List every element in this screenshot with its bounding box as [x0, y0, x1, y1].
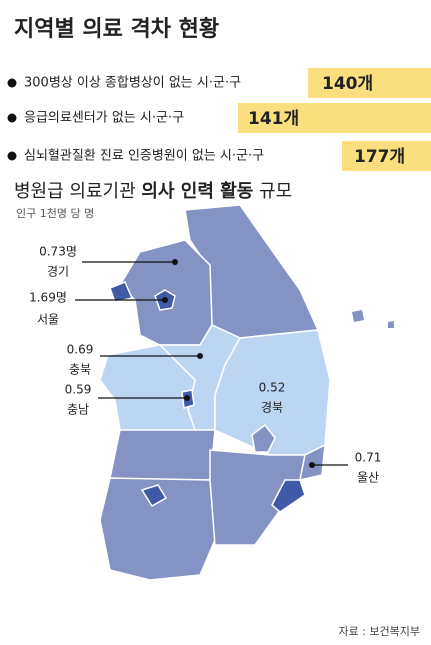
highlight — [238, 103, 431, 133]
pointer-dot — [172, 259, 178, 265]
highlight — [342, 141, 431, 171]
bullet-text: 300병상 이상 종합병상이 없는 시·군·구 — [24, 76, 241, 91]
region-name: 경북 — [261, 401, 283, 415]
region-name: 경기 — [47, 265, 69, 279]
region-value: 0.73명 — [39, 245, 77, 259]
map-title-part: 병원급 의료기관 — [14, 181, 141, 202]
unit-note: 인구 1천명 당 명 — [16, 206, 94, 220]
bullet-text: 응급의료센터가 없는 시·군·구 — [24, 111, 184, 126]
bullet-dot — [7, 78, 17, 88]
map-title-part: 규모 — [253, 181, 292, 202]
island — [388, 321, 394, 328]
bullet-count: 140개 — [322, 74, 373, 94]
region-value: 1.69명 — [29, 291, 67, 305]
region-busan — [271, 479, 306, 513]
pointer-dot — [309, 462, 315, 468]
map-title-bold: 의사 인력 활동 — [141, 181, 253, 202]
region-name: 충북 — [69, 363, 91, 377]
bullet-count: 141개 — [248, 109, 299, 129]
region-value: 0.52 — [259, 381, 286, 395]
pointer-dot — [184, 395, 190, 401]
map — [99, 204, 394, 581]
region-value: 0.59 — [65, 383, 92, 397]
region-daegu — [251, 423, 276, 453]
region-value: 0.71 — [355, 451, 382, 465]
title: 지역별 의료 격차 현황 — [14, 17, 219, 42]
labels: 0.73명 경기 1.69명 서울 0.69 충북 0.59 충남 0.52 경… — [29, 245, 381, 485]
region-name: 울산 — [357, 471, 379, 485]
source: 자료 : 보건복지부 — [338, 625, 420, 638]
island — [352, 310, 364, 322]
bullet-dot — [7, 113, 17, 123]
pointer-dot — [197, 353, 203, 359]
highlight — [308, 68, 431, 98]
region-gwangju — [140, 484, 168, 508]
region-name: 서울 — [37, 313, 59, 327]
pointer-dot — [162, 297, 168, 303]
region-name: 충남 — [67, 403, 89, 417]
bullet-text: 심뇌혈관질환 진료 인증병원이 없는 시·군·구 — [24, 149, 264, 164]
region-incheon — [109, 281, 134, 303]
region-jeonbuk — [109, 429, 216, 481]
region-value: 0.69 — [67, 343, 94, 357]
map-title: 병원급 의료기관 의사 인력 활동 규모 — [14, 181, 292, 202]
bullet-dot — [7, 151, 17, 161]
bullet-count: 177개 — [354, 147, 405, 167]
